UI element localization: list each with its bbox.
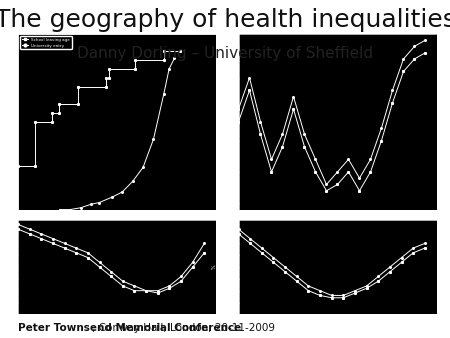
Text: Danny Dorling – University of Sheffield: Danny Dorling – University of Sheffield — [77, 46, 373, 61]
Y-axis label: %: % — [233, 119, 238, 124]
Text: The geography of health inequalities: The geography of health inequalities — [0, 8, 450, 32]
Y-axis label: %: % — [212, 265, 217, 269]
Text: , Conway Hall, London, 20-11-2009: , Conway Hall, London, 20-11-2009 — [92, 323, 275, 333]
Y-axis label: %: % — [217, 119, 222, 124]
Legend: School leaving age, University entry: School leaving age, University entry — [20, 36, 72, 49]
Text: Peter Townsend Memorial Conference: Peter Townsend Memorial Conference — [18, 323, 241, 333]
